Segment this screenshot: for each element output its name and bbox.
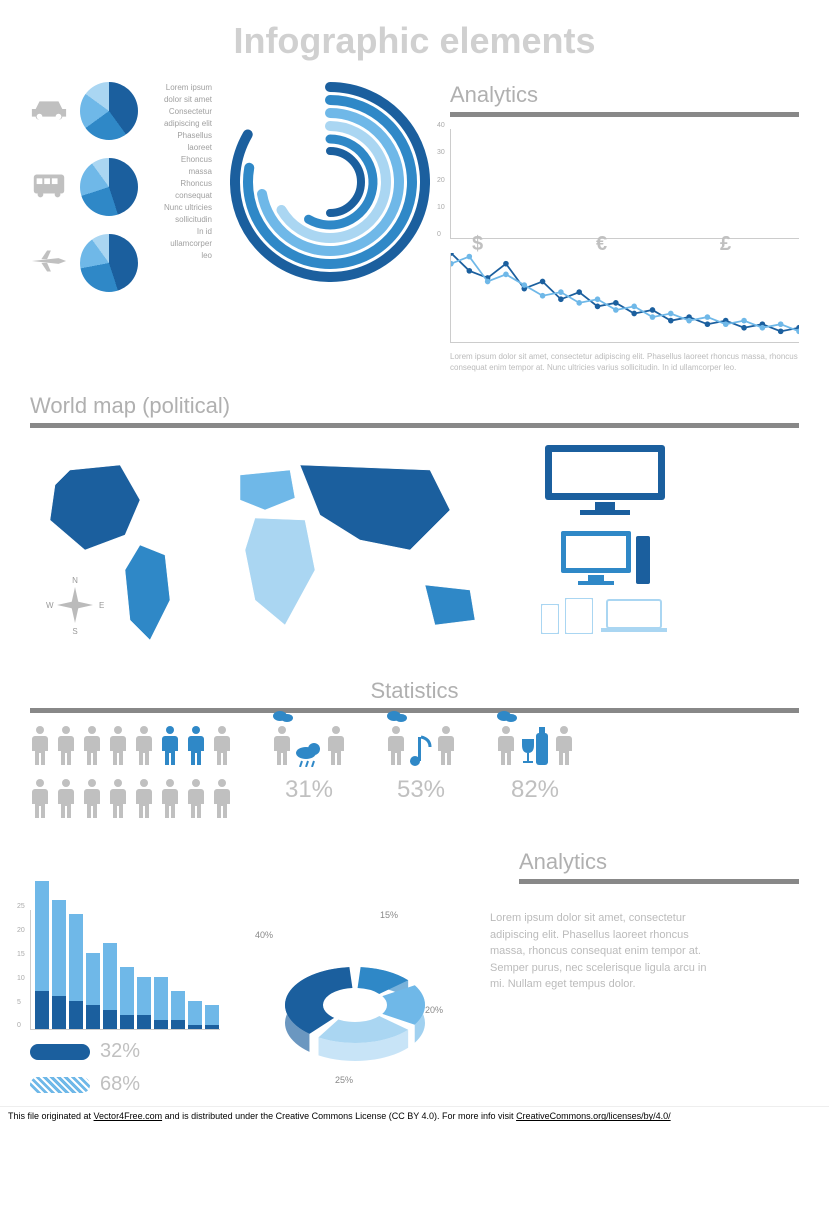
person-icon (212, 725, 232, 772)
bus-icon (30, 169, 68, 206)
donut-label: 25% (335, 1075, 353, 1085)
footer-link2[interactable]: CreativeCommons.org/licenses/by/4.0/ (516, 1111, 671, 1121)
arc-legend: Lorem ipsum dolor sit ametConsectetur ad… (158, 82, 220, 282)
footer-link1[interactable]: Vector4Free.com (94, 1111, 163, 1121)
weather-icon (294, 739, 324, 772)
analytics-bottom-title: Analytics (519, 849, 799, 875)
desktop-icon (558, 528, 653, 590)
analytics-body-text: Lorem ipsum dolor sit amet, consectetur … (490, 910, 710, 1096)
stats-title: Statistics (30, 678, 799, 704)
car-icon (30, 93, 68, 130)
worldmap-title: World map (political) (30, 393, 799, 419)
person-icon (82, 778, 102, 825)
currency-bar-chart: 010203040$€£ (450, 129, 799, 239)
stat-item: 53% (386, 725, 456, 825)
pill-legend: 68% (30, 1073, 220, 1096)
person-icon (30, 778, 50, 825)
person-icon (56, 725, 76, 772)
pill-legend: 32% (30, 1040, 220, 1063)
rule (519, 879, 799, 884)
stat-item: 31% (272, 725, 346, 825)
person-icon (160, 725, 180, 772)
concentric-arc-chart (230, 82, 430, 282)
monitor-icon (540, 440, 670, 520)
decline-line-chart (450, 253, 799, 343)
rule (30, 708, 799, 713)
svg-text:S: S (72, 627, 77, 636)
stat-percent: 31% (285, 776, 333, 804)
person-icon (30, 725, 50, 772)
person-icon (134, 725, 154, 772)
world-map: N S E W (30, 440, 510, 660)
page-title: Infographic elements (30, 20, 799, 62)
donut-label: 20% (425, 1005, 443, 1015)
donut-3d-chart: 15% 20% 25% 40% (250, 910, 460, 1090)
stacked-bar-chart: 0510152025 (30, 910, 220, 1030)
pie-chart (80, 158, 138, 216)
wine-icon (518, 727, 552, 772)
svg-text:E: E (99, 601, 104, 610)
people-grid (30, 725, 232, 825)
rule (450, 112, 799, 117)
donut-label: 15% (380, 910, 398, 920)
person-icon (134, 778, 154, 825)
device-icons (540, 440, 670, 660)
svg-text:N: N (72, 576, 78, 585)
person-icon (186, 725, 206, 772)
stat-percent: 82% (511, 776, 559, 804)
svg-text:W: W (46, 601, 54, 610)
pie-chart (80, 82, 138, 140)
analytics-caption: Lorem ipsum dolor sit amet, consectetur … (450, 351, 799, 373)
stat-percent: 53% (397, 776, 445, 804)
person-icon (82, 725, 102, 772)
rule (30, 423, 799, 428)
person-icon (186, 778, 206, 825)
person-icon (160, 778, 180, 825)
person-icon (56, 778, 76, 825)
music-icon (408, 733, 434, 772)
tablet-icon (565, 598, 593, 634)
analytics-top-title: Analytics (450, 82, 799, 108)
phone-icon (541, 604, 559, 634)
stat-item: 82% (496, 725, 574, 825)
laptop-icon (599, 598, 669, 634)
person-icon (212, 778, 232, 825)
donut-label: 40% (255, 930, 273, 940)
plane-icon (30, 245, 68, 282)
person-icon (108, 725, 128, 772)
transport-pie-list (30, 82, 138, 373)
license-footer: This file originated at Vector4Free.com … (0, 1106, 829, 1125)
person-icon (108, 778, 128, 825)
pie-chart (80, 234, 138, 292)
